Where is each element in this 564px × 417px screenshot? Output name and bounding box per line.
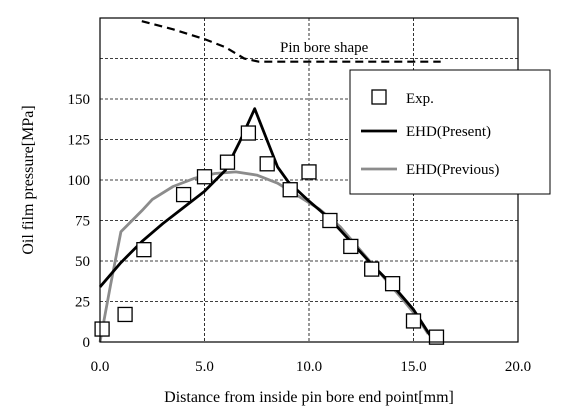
series-layer bbox=[94, 20, 445, 345]
y-tick-label: 75 bbox=[75, 214, 90, 230]
exp-data-point bbox=[117, 306, 133, 323]
y-tick-label: 125 bbox=[68, 133, 91, 149]
exp-data-point bbox=[428, 329, 445, 345]
exp-data-point bbox=[136, 242, 152, 258]
x-tick-label: 0.0 bbox=[91, 359, 110, 375]
legend-label-exp: Exp. bbox=[406, 91, 434, 107]
x-axis-title: Distance from inside pin bore end point[… bbox=[164, 389, 454, 406]
y-tick-label: 0 bbox=[83, 335, 91, 351]
exp-data-point bbox=[343, 238, 359, 255]
x-tick-label: 15.0 bbox=[400, 359, 426, 375]
exp-data-point bbox=[259, 156, 275, 172]
y-tick-label: 100 bbox=[68, 173, 91, 189]
exp-data-point bbox=[175, 186, 192, 203]
tick-labels: 0.0 5.0 10.0 15.0 20.0 0 25 50 75 100 125 150 bbox=[68, 92, 532, 375]
exp-data-point bbox=[94, 321, 110, 337]
exp-data-point bbox=[196, 169, 213, 185]
legend-label-present: EHD(Present) bbox=[406, 124, 491, 140]
x-tick-label: 10.0 bbox=[296, 359, 322, 375]
exp-data-point bbox=[282, 182, 298, 198]
exp-data-point bbox=[405, 313, 422, 329]
pin-bore-shape-line bbox=[141, 20, 441, 63]
y-tick-label: 150 bbox=[68, 92, 91, 108]
x-tick-label: 5.0 bbox=[195, 359, 214, 375]
annotation-background bbox=[277, 40, 372, 56]
exp-data-point bbox=[364, 261, 380, 277]
exp-data-point bbox=[322, 212, 338, 229]
legend: Exp. EHD(Present) EHD(Previous) bbox=[349, 69, 551, 195]
exp-data-point bbox=[384, 276, 401, 292]
pin-bore-shape-annotation: Pin bore shape bbox=[280, 40, 369, 56]
series-exp-markers bbox=[94, 125, 445, 345]
y-tick-label: 25 bbox=[75, 295, 90, 311]
legend-marker-exp bbox=[371, 89, 387, 105]
y-tick-label: 50 bbox=[75, 254, 90, 270]
legend-label-previous: EHD(Previous) bbox=[406, 162, 499, 178]
exp-data-point bbox=[219, 154, 236, 170]
exp-data-point bbox=[240, 125, 257, 141]
y-axis-title: Oil film pressure[MPa] bbox=[20, 105, 37, 254]
x-tick-label: 20.0 bbox=[505, 359, 531, 375]
exp-data-point bbox=[301, 164, 317, 180]
